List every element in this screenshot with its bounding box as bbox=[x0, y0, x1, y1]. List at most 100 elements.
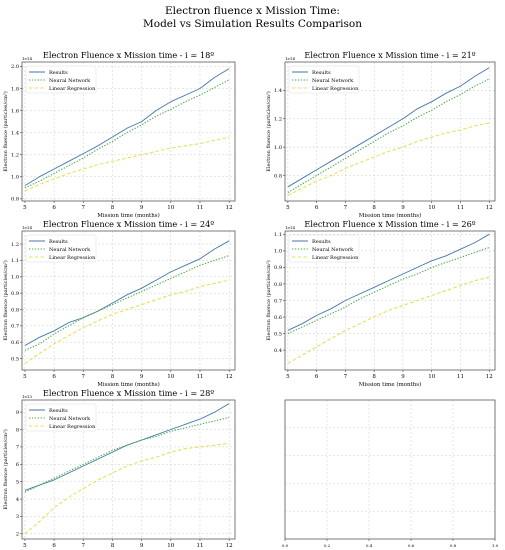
plot-frame bbox=[284, 399, 496, 540]
series-line-results bbox=[24, 68, 230, 186]
x-tick-label: 7 bbox=[82, 205, 86, 211]
x-tick-label: 0.8 bbox=[450, 543, 457, 548]
x-tick-label: 5 bbox=[286, 205, 290, 211]
legend-box bbox=[25, 65, 97, 94]
x-tick-label: 12 bbox=[226, 205, 233, 211]
legend: Results Neural Network Linear Regression bbox=[288, 234, 360, 263]
y-tick-label: 0.8 bbox=[11, 307, 19, 313]
x-tick-label: 7 bbox=[82, 543, 86, 549]
chart-panel-2: 5 6 7 8 9 10 11 12 0.8 1.0 1.2 1.4 1e14 Electron Flue… bbox=[265, 50, 496, 219]
legend-label: Linear Regression bbox=[312, 255, 359, 261]
series-line-linear-regression bbox=[24, 442, 230, 535]
y-tick-label: 1.0 bbox=[11, 175, 19, 181]
series-line-linear-regression bbox=[24, 279, 230, 364]
y-tick-label: 1.4 bbox=[274, 88, 282, 94]
x-tick-label: 8 bbox=[111, 374, 115, 380]
x-tick-label: 6 bbox=[315, 374, 319, 380]
y-tick-label: 0.8 bbox=[11, 197, 19, 203]
y-tick-label: 0.5 bbox=[274, 331, 282, 337]
x-tick-label: 7 bbox=[82, 374, 86, 380]
legend: Results Neural Network Linear Regression bbox=[25, 234, 97, 263]
legend-label: Linear Regression bbox=[49, 424, 96, 430]
x-tick-label: 5 bbox=[23, 543, 27, 549]
series-line-neural-network bbox=[24, 79, 230, 189]
y-tick-label: 0.7 bbox=[274, 298, 282, 304]
y-axis-label: Electron fluence (particles/cm²) bbox=[2, 260, 9, 341]
y-tick-label: 0.6 bbox=[274, 315, 282, 321]
legend-label: Neural Network bbox=[312, 247, 354, 253]
axis-offset-label: 1e13 bbox=[22, 394, 32, 399]
legend-box bbox=[288, 234, 360, 263]
series-line-linear-regression bbox=[24, 136, 230, 192]
series-line-neural-network bbox=[287, 246, 490, 335]
chart-title: Electron Fluence x Mission time - i = 26… bbox=[304, 219, 475, 229]
x-tick-label: 9 bbox=[401, 374, 405, 380]
y-tick-label: 1.0 bbox=[274, 145, 282, 151]
axis-offset-label: 1e14 bbox=[285, 225, 295, 230]
y-tick-label: 0.8 bbox=[274, 173, 282, 179]
x-tick-label: 10 bbox=[167, 374, 174, 380]
x-tick-label: 6 bbox=[52, 374, 56, 380]
x-tick-label: 6 bbox=[52, 205, 56, 211]
plot-frame bbox=[21, 399, 236, 540]
series-line-results bbox=[287, 233, 490, 331]
series-line-linear-regression bbox=[287, 276, 490, 364]
series-line-neural-network bbox=[24, 416, 230, 493]
series-line-results bbox=[24, 240, 230, 346]
x-tick-label: 12 bbox=[226, 543, 233, 549]
y-tick-label: 1.8 bbox=[11, 86, 19, 92]
axis-offset-label: 1e14 bbox=[285, 56, 295, 61]
x-axis-label: Mission time (months) bbox=[359, 212, 422, 219]
legend-label: Neural Network bbox=[49, 78, 91, 84]
y-tick-label: 1.1 bbox=[11, 258, 19, 264]
x-tick-label: 9 bbox=[140, 374, 144, 380]
chart-title: Electron Fluence x Mission time - i = 28… bbox=[43, 388, 214, 398]
y-tick-label: 0.8 bbox=[274, 282, 282, 288]
legend-label: Neural Network bbox=[49, 247, 91, 253]
legend-box bbox=[288, 65, 360, 94]
legend-box bbox=[25, 234, 97, 263]
x-tick-label: 1.0 bbox=[492, 543, 499, 548]
series-line-results bbox=[287, 67, 490, 188]
y-axis-label: Electron fluence (particles/cm²) bbox=[2, 91, 9, 172]
y-tick-label: 1.1 bbox=[274, 232, 282, 238]
y-tick-label: 1.2 bbox=[11, 152, 19, 158]
x-tick-label: 7 bbox=[344, 205, 348, 211]
plot-frame bbox=[21, 61, 236, 202]
plot-frame bbox=[21, 230, 236, 371]
y-tick-label: 5 bbox=[16, 479, 19, 485]
legend-label: Linear Regression bbox=[49, 255, 96, 261]
figure-title-line-2: Model vs Simulation Results Comparison bbox=[143, 18, 362, 30]
legend-label: Results bbox=[49, 70, 68, 76]
x-tick-label: 8 bbox=[111, 205, 115, 211]
series-line-neural-network bbox=[24, 254, 230, 351]
x-tick-label: 8 bbox=[372, 374, 376, 380]
x-tick-label: 12 bbox=[226, 374, 233, 380]
y-tick-label: 1.6 bbox=[11, 108, 19, 114]
x-tick-label: 10 bbox=[167, 205, 174, 211]
x-axis-label: Mission time (months) bbox=[97, 212, 160, 219]
y-tick-label: 2.0 bbox=[11, 64, 19, 70]
x-tick-label: 10 bbox=[428, 374, 435, 380]
series-line-linear-regression bbox=[287, 122, 490, 196]
x-tick-label: 7 bbox=[344, 374, 348, 380]
series-line-results bbox=[24, 403, 230, 491]
y-axis-label: Electron fluence (particles/cm²) bbox=[2, 429, 9, 510]
x-tick-label: 5 bbox=[286, 374, 290, 380]
y-tick-label: 3 bbox=[16, 514, 19, 520]
legend-label: Results bbox=[49, 239, 68, 245]
legend-label: Neural Network bbox=[49, 416, 91, 422]
x-tick-label: 8 bbox=[372, 205, 376, 211]
y-tick-label: 4 bbox=[16, 497, 19, 503]
axis-offset-label: 1e14 bbox=[22, 56, 32, 61]
y-tick-label: 1.2 bbox=[274, 117, 282, 123]
legend-label: Linear Regression bbox=[49, 86, 96, 92]
x-tick-label: 5 bbox=[23, 374, 27, 380]
chart-panel-6: 0.0 0.2 0.4 0.6 0.8 1.0 bbox=[282, 399, 499, 548]
chart-title: Electron Fluence x Mission time - i = 21… bbox=[304, 50, 475, 60]
y-tick-label: 1.4 bbox=[11, 130, 19, 136]
y-tick-label: 8 bbox=[16, 427, 19, 433]
chart-title: Electron Fluence x Mission time - i = 18… bbox=[43, 50, 214, 60]
